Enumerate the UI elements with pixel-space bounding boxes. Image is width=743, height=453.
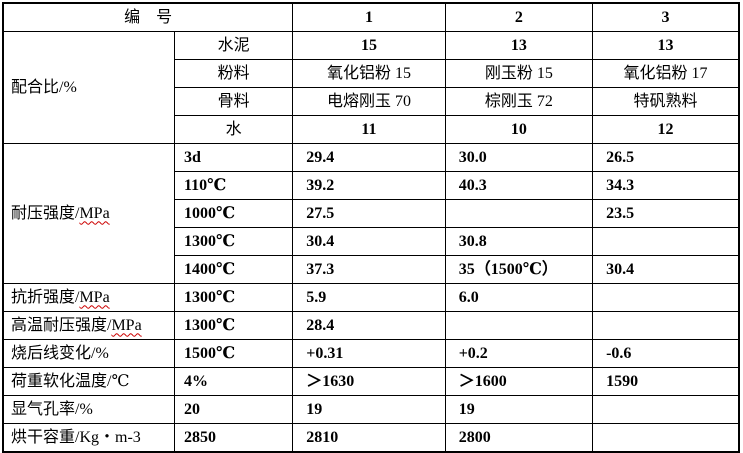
water-value-3: 12: [592, 115, 740, 144]
ccs-1400-value-3: 30.4: [592, 255, 740, 284]
ccs-1000-value-3: 23.5: [592, 199, 740, 228]
ccs-section-label: 耐压强度/MPa: [2, 143, 175, 284]
aggregate-value-1: 电熔刚玉 70: [292, 87, 446, 116]
linear-change-sublabel: 1500℃: [173, 339, 294, 368]
row-aggregate: 骨料 电熔刚玉 70 棕刚玉 72 特矾熟料: [3, 87, 740, 116]
ccs-1400-value-1: 37.3: [292, 255, 446, 284]
ccs-3d-value-1: 29.4: [292, 143, 446, 172]
flexural-unit: MPa: [79, 288, 110, 306]
ccs-1300-value-2: 30.8: [444, 227, 594, 256]
cement-sublabel: 水泥: [173, 31, 294, 60]
header-label-cell: 编 号: [2, 2, 294, 32]
powder-value-1: 氧化铝粉 15: [292, 59, 446, 88]
hot-ccs-value-3: [592, 311, 740, 340]
ccs-3d-sublabel: 3d: [173, 143, 294, 172]
row-softening-temperature: 荷重软化温度/℃ 4% ＞1630 ＞1600 1590: [2, 367, 740, 396]
ccs-110-sublabel: 110℃: [173, 171, 294, 200]
porosity-label: 显气孔率/%: [2, 395, 175, 424]
aggregate-sublabel: 骨料: [173, 87, 294, 116]
powder-sublabel: 粉料: [173, 59, 294, 88]
linear-change-value-2: +0.2: [444, 339, 594, 368]
row-hot-ccs: 高温耐压强度/MPa 1300℃ 28.4: [2, 311, 740, 340]
header-label: 编 号: [124, 8, 173, 26]
hot-ccs-label: 高温耐压强度/MPa: [2, 311, 175, 340]
row-bulk-density: 烘干容重/Kg・m-3 2850 2810 2800: [2, 423, 740, 453]
row-cement: 配合比/% 水泥 15 13 13: [2, 31, 740, 144]
row-flexural-strength: 抗折强度/MPa 1300℃ 5.9 6.0: [2, 283, 740, 312]
ccs-3d-value-2: 30.0: [444, 143, 594, 172]
porosity-value-1: 19: [292, 395, 446, 424]
row-linear-change: 烧后线变化/% 1500℃ +0.31 +0.2 -0.6: [2, 339, 740, 368]
softening-value-3: 1590: [592, 367, 740, 396]
linear-change-label: 烧后线变化/%: [2, 339, 175, 368]
ccs-3d-value-3: 26.5: [592, 143, 740, 172]
header-row: 编 号 1 2 3: [2, 2, 740, 32]
cement-value-3: 13: [592, 31, 740, 60]
flexural-value-2: 6.0: [444, 283, 594, 312]
row-water: 水 11 10 12: [3, 115, 740, 144]
sample-2-header: 2: [444, 2, 594, 32]
powder-value-2: 刚玉粉 15: [444, 59, 594, 88]
hot-ccs-value-1: 28.4: [292, 311, 446, 340]
bulk-density-value-3: [592, 423, 740, 453]
row-ccs-3d: 耐压强度/MPa 3d 29.4 30.0 26.5: [2, 143, 740, 284]
bulk-density-sublabel: 2850: [173, 423, 294, 453]
ccs-1300-value-3: [592, 227, 740, 256]
flexural-sublabel: 1300℃: [173, 283, 294, 312]
cement-value-2: 13: [444, 31, 594, 60]
linear-change-value-1: +0.31: [292, 339, 446, 368]
flexural-value-1: 5.9: [292, 283, 446, 312]
softening-value-2: ＞1600: [444, 367, 594, 396]
ccs-1400-value-2: 35（1500℃）: [444, 255, 594, 284]
row-ccs-1400: 1400℃ 37.3 35（1500℃） 30.4: [3, 255, 740, 284]
ccs-1000-value-1: 27.5: [292, 199, 446, 228]
ccs-110-value-3: 34.3: [592, 171, 740, 200]
ccs-110-value-1: 39.2: [292, 171, 446, 200]
hot-ccs-sublabel: 1300℃: [173, 311, 294, 340]
aggregate-value-3: 特矾熟料: [592, 87, 740, 116]
porosity-value-3: [592, 395, 740, 424]
bulk-density-label: 烘干容重/Kg・m-3: [2, 423, 175, 453]
ccs-1300-sublabel: 1300℃: [173, 227, 294, 256]
ccs-1000-sublabel: 1000℃: [173, 199, 294, 228]
flexural-value-3: [592, 283, 740, 312]
water-sublabel: 水: [173, 115, 294, 144]
aggregate-value-2: 棕刚玉 72: [444, 87, 594, 116]
flexural-label: 抗折强度/MPa: [2, 283, 175, 312]
row-powder: 粉料 氧化铝粉 15 刚玉粉 15 氧化铝粉 17: [3, 59, 740, 88]
row-porosity: 显气孔率/% 20 19 19: [2, 395, 740, 424]
ccs-110-value-2: 40.3: [444, 171, 594, 200]
ccs-1400-sublabel: 1400℃: [173, 255, 294, 284]
cement-value-1: 15: [292, 31, 446, 60]
water-value-2: 10: [444, 115, 594, 144]
ccs-unit: MPa: [79, 204, 110, 222]
water-value-1: 11: [292, 115, 446, 144]
row-ccs-110: 110℃ 39.2 40.3 34.3: [3, 171, 740, 200]
row-ccs-1000: 1000℃ 27.5 23.5: [3, 199, 740, 228]
hot-ccs-unit: MPa: [111, 316, 142, 334]
hot-ccs-value-2: [444, 311, 594, 340]
bulk-density-value-2: 2800: [444, 423, 594, 453]
softening-value-1: ＞1630: [292, 367, 446, 396]
porosity-sublabel: 20: [173, 395, 294, 424]
linear-change-value-3: -0.6: [592, 339, 740, 368]
softening-label: 荷重软化温度/℃: [2, 367, 175, 396]
mix-section-label: 配合比/%: [2, 31, 175, 144]
ccs-1000-value-2: [444, 199, 594, 228]
powder-value-3: 氧化铝粉 17: [592, 59, 740, 88]
sample-3-header: 3: [592, 2, 740, 32]
ccs-1300-value-1: 30.4: [292, 227, 446, 256]
softening-sublabel: 4%: [173, 367, 294, 396]
porosity-value-2: 19: [444, 395, 594, 424]
bulk-density-value-1: 2810: [292, 423, 446, 453]
sample-1-header: 1: [292, 2, 446, 32]
